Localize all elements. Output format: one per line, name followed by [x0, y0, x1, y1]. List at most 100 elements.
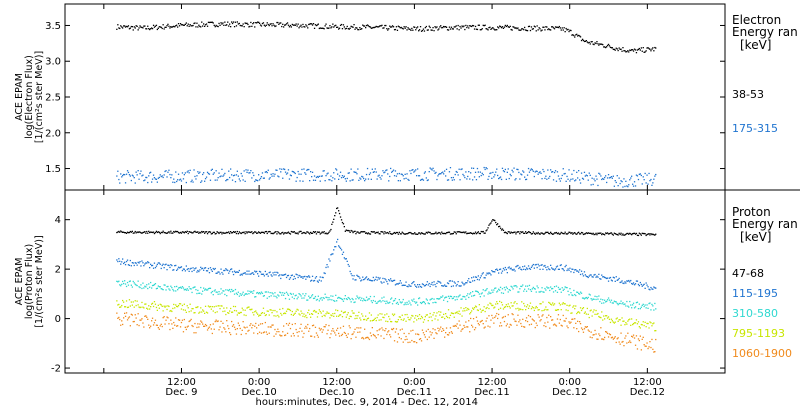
data-point — [362, 315, 364, 317]
data-point — [253, 290, 255, 292]
data-point — [635, 319, 638, 321]
data-point — [231, 320, 233, 323]
data-point — [617, 320, 619, 322]
data-point — [145, 315, 147, 317]
data-point — [154, 283, 157, 285]
data-point — [492, 27, 494, 29]
data-point — [413, 233, 415, 235]
data-point — [189, 303, 191, 305]
data-point — [410, 317, 412, 319]
data-point — [442, 26, 444, 29]
data-point — [627, 332, 629, 334]
data-point — [248, 306, 250, 308]
data-point — [234, 181, 237, 183]
data-point — [616, 48, 618, 50]
data-point — [391, 233, 393, 235]
data-point — [407, 178, 409, 181]
y-tick-label-proton: -2 — [51, 364, 61, 375]
data-point — [418, 286, 420, 288]
data-point — [151, 320, 153, 322]
data-point — [574, 293, 576, 296]
data-point — [396, 173, 399, 175]
data-point — [169, 328, 171, 331]
data-point — [486, 288, 488, 290]
data-point — [182, 24, 185, 26]
data-point — [294, 24, 296, 26]
data-point — [516, 324, 518, 326]
data-point — [420, 340, 423, 342]
data-point — [147, 261, 149, 263]
data-point — [606, 232, 608, 235]
data-point — [182, 331, 185, 333]
data-point — [274, 173, 276, 175]
data-point — [197, 289, 199, 292]
data-point — [600, 317, 602, 319]
data-point — [196, 326, 198, 329]
data-point — [168, 323, 170, 325]
data-point — [579, 293, 581, 295]
data-point — [593, 178, 595, 180]
data-point — [120, 263, 122, 265]
data-point — [206, 171, 209, 173]
data-point — [539, 268, 541, 270]
data-point — [420, 286, 423, 288]
data-point — [523, 232, 525, 234]
data-point — [298, 331, 300, 333]
data-point — [157, 327, 159, 329]
data-point — [585, 313, 587, 315]
data-point — [495, 221, 497, 224]
data-point — [579, 182, 582, 184]
data-point — [306, 169, 308, 171]
data-point — [315, 332, 318, 334]
data-point — [240, 294, 242, 296]
data-point — [257, 232, 259, 234]
data-point — [626, 51, 628, 53]
data-point — [209, 287, 212, 289]
data-point — [469, 232, 471, 234]
data-point — [173, 321, 175, 324]
data-point — [574, 232, 576, 234]
data-point — [120, 230, 122, 232]
data-point — [385, 302, 387, 305]
data-point — [196, 231, 198, 233]
data-point — [542, 233, 544, 235]
data-point — [567, 232, 569, 235]
data-point — [211, 332, 213, 335]
data-point — [336, 315, 338, 317]
data-point — [614, 336, 616, 338]
data-point — [303, 297, 305, 299]
data-point — [117, 304, 119, 306]
data-point — [326, 173, 328, 175]
data-point — [530, 168, 533, 170]
data-point — [608, 318, 611, 320]
data-point — [187, 325, 189, 327]
data-point — [584, 175, 586, 177]
data-point — [424, 303, 426, 305]
data-point — [480, 320, 482, 322]
data-point — [579, 323, 582, 325]
data-point — [514, 301, 516, 303]
data-point — [532, 231, 534, 233]
data-point — [253, 174, 255, 177]
data-point — [634, 344, 637, 346]
data-point — [484, 310, 486, 313]
data-point — [225, 268, 227, 270]
data-point — [515, 266, 517, 268]
data-point — [613, 277, 615, 279]
data-point — [490, 274, 492, 276]
data-point — [635, 335, 638, 337]
data-point — [583, 40, 586, 43]
y-axis-label-line: ACE EPAM — [14, 258, 25, 306]
data-point — [140, 284, 142, 286]
data-point — [155, 265, 158, 267]
data-point — [269, 309, 271, 311]
data-point — [618, 177, 620, 179]
data-point — [221, 271, 223, 274]
data-point — [535, 322, 537, 324]
data-point — [410, 330, 412, 332]
data-point — [388, 28, 390, 30]
data-point — [416, 233, 418, 235]
data-point — [126, 170, 129, 172]
data-point — [371, 27, 373, 29]
